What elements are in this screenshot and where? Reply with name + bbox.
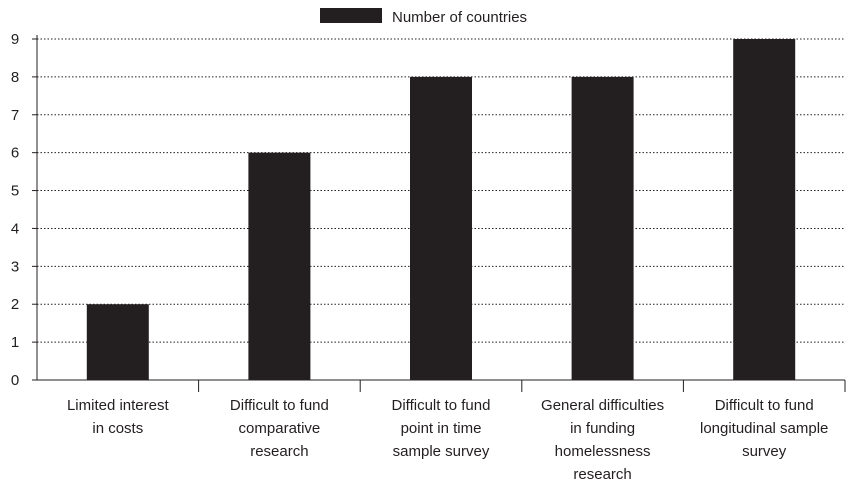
- y-tick-label: 9: [11, 31, 19, 48]
- bars: [86, 39, 796, 380]
- x-category-label-line: Difficult to fund: [230, 397, 329, 414]
- bar: [571, 76, 634, 380]
- axes: [32, 35, 846, 392]
- x-category-label-line: point in time: [401, 420, 482, 437]
- y-tick-label: 7: [11, 107, 19, 124]
- x-category-label-line: in costs: [92, 420, 143, 437]
- y-tick-label: 8: [11, 69, 19, 86]
- x-category-label-line: Difficult to fund: [392, 397, 491, 414]
- x-category-label: Limited interest in costs: [67, 397, 170, 437]
- bar: [248, 152, 311, 380]
- x-category-label-line: in funding: [570, 420, 635, 437]
- y-tick-label: 6: [11, 145, 19, 162]
- y-tick-label: 1: [11, 334, 19, 351]
- x-category-label-line: research: [250, 443, 308, 460]
- x-category-label-line: Limited interest: [67, 397, 170, 414]
- x-category-label-line: research: [573, 466, 631, 483]
- bar: [733, 39, 796, 380]
- y-tick-label: 2: [11, 296, 19, 313]
- x-category-label: Difficult to fund point in time sample sur…: [392, 397, 491, 460]
- x-category-label: General difficulties in funding homelessne…: [541, 397, 664, 483]
- bar: [86, 304, 149, 380]
- x-category-label-line: survey: [742, 443, 787, 460]
- bar: [410, 76, 472, 380]
- y-tick-label: 0: [11, 372, 19, 389]
- x-axis-labels: Limited interest in costs Difficult to fun…: [67, 397, 828, 483]
- x-category-label-line: longitudinal sample: [700, 420, 828, 437]
- y-tick-label: 3: [11, 258, 19, 275]
- x-category-label-line: Difficult to fund: [715, 397, 814, 414]
- y-tick-label: 5: [11, 183, 19, 200]
- legend: Number of countries: [320, 8, 527, 26]
- legend-swatch: [320, 8, 382, 23]
- x-category-label: Difficult to fund comparative research: [230, 397, 329, 460]
- legend-label: Number of countries: [392, 9, 527, 26]
- y-axis-ticks: 0 1 2 3 4 5 6 7 8 9: [11, 31, 37, 389]
- x-category-label-line: homelessness: [555, 443, 651, 460]
- x-category-label-line: sample survey: [393, 443, 490, 460]
- x-category-label: Difficult to fund longitudinal sample surv…: [700, 397, 828, 460]
- y-tick-label: 4: [11, 220, 19, 237]
- x-category-label-line: General difficulties: [541, 397, 664, 414]
- x-category-label-line: comparative: [239, 420, 321, 437]
